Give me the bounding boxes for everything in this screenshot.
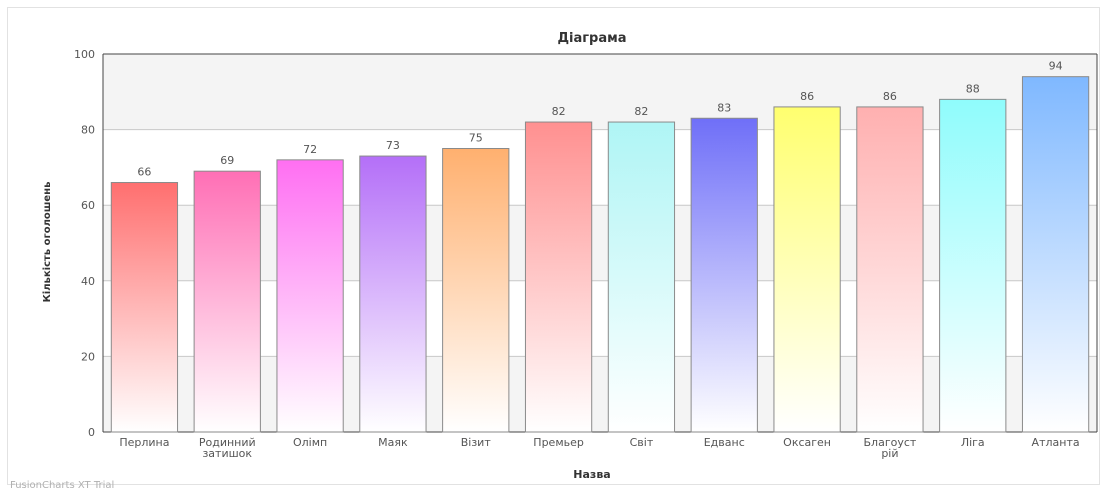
value-label: 94 bbox=[1049, 60, 1063, 73]
x-axis-label: Назва bbox=[573, 468, 610, 481]
value-label: 69 bbox=[220, 154, 234, 167]
value-label: 73 bbox=[386, 139, 400, 152]
bar[interactable] bbox=[276, 159, 344, 433]
bar[interactable] bbox=[607, 121, 676, 433]
value-label: 66 bbox=[137, 166, 151, 179]
y-tick-label: 100 bbox=[74, 48, 95, 61]
watermark: FusionCharts XT Trial bbox=[10, 480, 115, 491]
bar[interactable] bbox=[193, 170, 261, 433]
value-labels: 66 69 72 73 75 82 82 83 86 86 88 94 bbox=[137, 60, 1062, 179]
bar[interactable] bbox=[856, 106, 924, 433]
plot-band bbox=[103, 280, 1097, 357]
x-tick-label: Маяк bbox=[378, 436, 408, 449]
x-tick-label: Ліга bbox=[961, 436, 985, 449]
x-tick-label: Перлина bbox=[119, 436, 169, 449]
x-tick-label: Едванс bbox=[704, 436, 745, 449]
value-label: 83 bbox=[717, 101, 731, 114]
y-tick-label: 80 bbox=[81, 124, 95, 137]
y-tick-label: 20 bbox=[81, 350, 95, 363]
bar[interactable] bbox=[442, 148, 510, 433]
x-tick-labels: Перлина Родинний затишок Олімп Маяк Візит Прем… bbox=[119, 436, 1079, 460]
y-axis-label: Кількість оголошень bbox=[42, 182, 53, 303]
x-tick-label: Світ bbox=[630, 436, 654, 449]
value-label: 72 bbox=[303, 143, 317, 156]
plot-band bbox=[103, 356, 1097, 432]
y-tick-label: 40 bbox=[81, 275, 95, 288]
bar[interactable] bbox=[110, 182, 179, 433]
bar[interactable] bbox=[939, 98, 1007, 433]
x-tick-label: Благоуст рій bbox=[864, 436, 917, 460]
value-label: 86 bbox=[883, 90, 897, 103]
y-tick-labels: 0 20 40 60 80 100 bbox=[74, 48, 95, 439]
bar[interactable] bbox=[359, 155, 427, 433]
x-tick-label: Атланта bbox=[1032, 436, 1080, 449]
x-tick-label: Візит bbox=[461, 436, 492, 449]
bar[interactable] bbox=[524, 121, 593, 433]
plot-band bbox=[103, 205, 1097, 281]
x-tick-label: Оксаген bbox=[783, 436, 831, 449]
gridlines bbox=[102, 53, 1098, 433]
plot-band bbox=[103, 129, 1097, 206]
bars bbox=[110, 76, 1090, 433]
y-tick-label: 0 bbox=[88, 426, 95, 439]
value-label: 86 bbox=[800, 90, 814, 103]
plot-band bbox=[103, 54, 1097, 130]
y-tick-label: 60 bbox=[81, 199, 95, 212]
x-tick-label: Олімп bbox=[293, 436, 327, 449]
value-label: 82 bbox=[634, 105, 648, 118]
bar[interactable] bbox=[773, 106, 841, 433]
chart-title: Діаграма bbox=[557, 31, 626, 46]
bar[interactable] bbox=[690, 117, 758, 433]
bar[interactable] bbox=[1021, 76, 1090, 433]
plot-bands bbox=[103, 54, 1097, 432]
value-label: 88 bbox=[966, 82, 980, 95]
x-tick-label: Родинний затишок bbox=[199, 436, 256, 460]
value-label: 82 bbox=[552, 105, 566, 118]
x-tick-label: Премьер bbox=[533, 436, 584, 449]
value-label: 75 bbox=[469, 132, 483, 145]
